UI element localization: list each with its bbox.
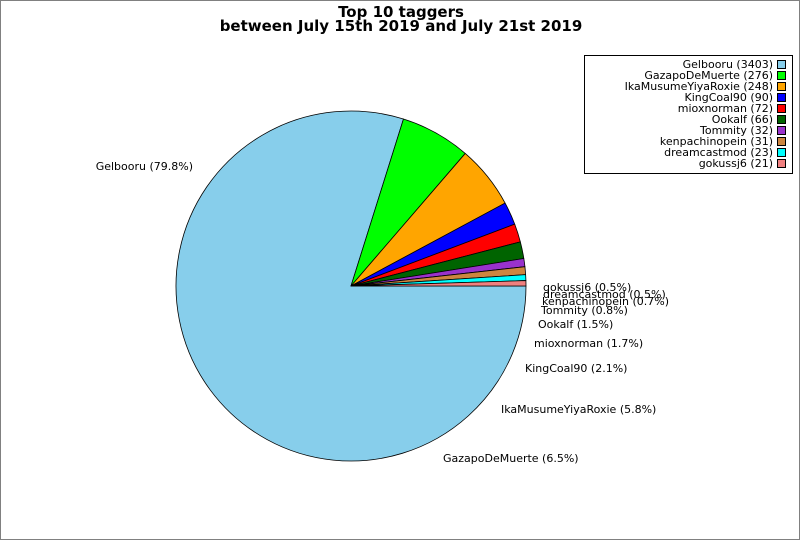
legend-label: GazapoDeMuerte (276) bbox=[644, 69, 773, 82]
legend-entry-Gelbooru: Gelbooru (3403) bbox=[683, 59, 786, 70]
slice-label-Ookalf: Ookalf (1.5%) bbox=[538, 318, 613, 331]
legend-swatch bbox=[777, 104, 786, 113]
legend-entry-KingCoal90: KingCoal90 (90) bbox=[684, 92, 786, 103]
legend-label: Tommity (32) bbox=[700, 124, 773, 137]
pie-slice-gokussj6 bbox=[350, 280, 527, 287]
legend-swatch bbox=[777, 82, 786, 91]
legend: Gelbooru (3403) GazapoDeMuerte (276) IkaMu… bbox=[584, 55, 793, 174]
legend-entry-Ookalf: Ookalf (66) bbox=[712, 114, 786, 125]
legend-entry-kenpachinopein: kenpachinopein (31) bbox=[660, 136, 786, 147]
legend-label: IkaMusumeYiyaRoxie (248) bbox=[624, 80, 773, 93]
slice-label-KingCoal90: KingCoal90 (2.1%) bbox=[525, 362, 627, 375]
legend-label: Gelbooru (3403) bbox=[682, 58, 773, 71]
slice-label-Gelbooru: Gelbooru (79.8%) bbox=[96, 160, 193, 173]
legend-label: kenpachinopein (31) bbox=[659, 135, 773, 148]
legend-label: Ookalf (66) bbox=[711, 113, 773, 126]
slice-label-dreamcastmod: dreamcastmod (0.5%) bbox=[543, 288, 666, 301]
legend-entry-GazapoDeMuerte: GazapoDeMuerte (276) bbox=[644, 70, 786, 81]
legend-entry-IkaMusumeYiyaRoxie: IkaMusumeYiyaRoxie (248) bbox=[625, 81, 786, 92]
legend-entry-Tommity: Tommity (32) bbox=[700, 125, 786, 136]
slice-label-kenpachinopein: kenpachinopein (0.7%) bbox=[542, 295, 669, 308]
legend-label: gokussj6 (21) bbox=[698, 157, 773, 170]
legend-swatch bbox=[777, 71, 786, 80]
legend-label: KingCoal90 (90) bbox=[684, 91, 773, 104]
chart-title: Top 10 taggers bbox=[338, 3, 464, 21]
legend-swatch bbox=[777, 159, 786, 168]
legend-label: dreamcastmod (23) bbox=[664, 146, 773, 159]
slice-label-GazapoDeMuerte: GazapoDeMuerte (6.5%) bbox=[443, 452, 579, 465]
legend-swatch bbox=[777, 126, 786, 135]
legend-swatch bbox=[777, 93, 786, 102]
legend-entry-gokussj6: gokussj6 (21) bbox=[699, 158, 786, 169]
legend-label: mioxnorman (72) bbox=[677, 102, 773, 115]
chart-subtitle: between July 15th 2019 and July 21st 201… bbox=[219, 17, 583, 35]
legend-swatch bbox=[777, 115, 786, 124]
slice-label-IkaMusumeYiyaRoxie: IkaMusumeYiyaRoxie (5.8%) bbox=[501, 403, 656, 416]
slice-label-mioxnorman: mioxnorman (1.7%) bbox=[534, 337, 643, 350]
legend-swatch bbox=[777, 148, 786, 157]
slice-label-Tommity: Tommity (0.8%) bbox=[540, 304, 628, 317]
legend-swatch bbox=[777, 60, 786, 69]
legend-swatch bbox=[777, 137, 786, 146]
slice-label-gokussj6: gokussj6 (0.5%) bbox=[543, 281, 631, 294]
legend-entry-dreamcastmod: dreamcastmod (23) bbox=[664, 147, 786, 158]
legend-entry-mioxnorman: mioxnorman (72) bbox=[678, 103, 786, 114]
